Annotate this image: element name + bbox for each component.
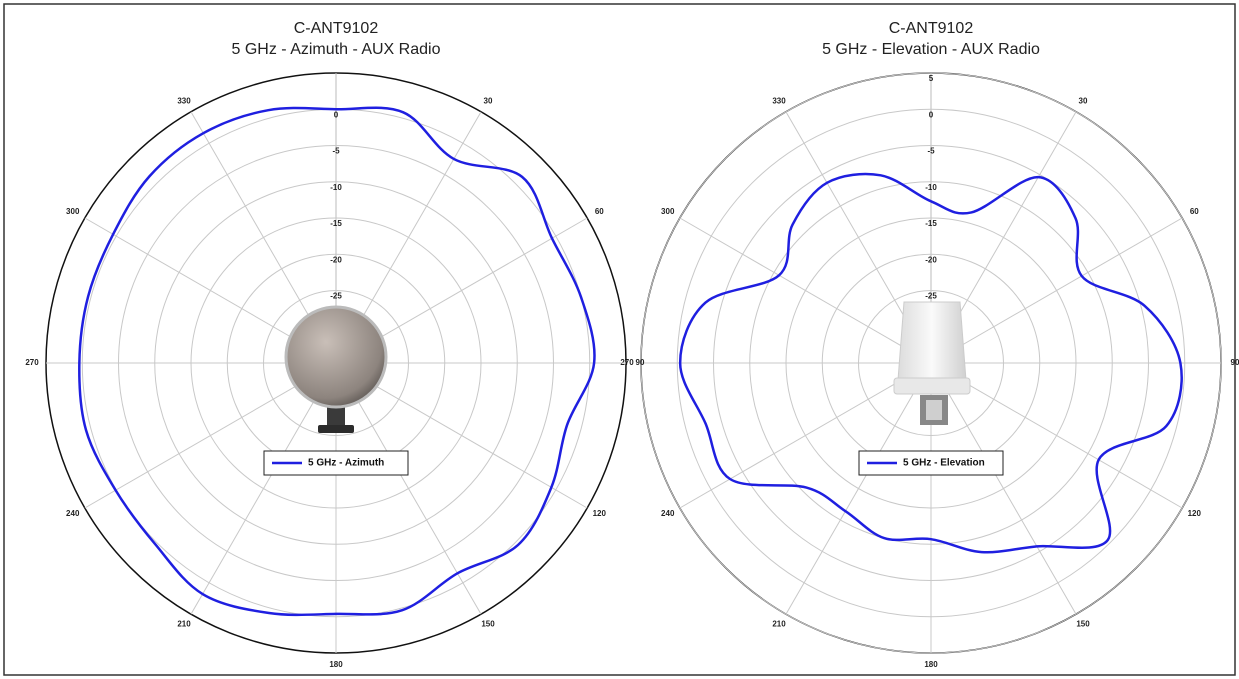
r-tick-label: 5 xyxy=(929,74,934,83)
chart-subtitle: 5 GHz - Azimuth - AUX Radio xyxy=(232,41,441,58)
theta-tick-label: 30 xyxy=(484,97,493,106)
r-tick-label: 0 xyxy=(334,110,339,119)
theta-tick-label: 60 xyxy=(595,207,604,216)
theta-tick-label: 330 xyxy=(772,97,786,106)
spoke xyxy=(335,362,588,509)
r-tick-label: -20 xyxy=(925,255,937,264)
legend-label: 5 GHz - Azimuth xyxy=(308,458,384,469)
r-tick-label: 0 xyxy=(929,110,934,119)
r-tick-label: -15 xyxy=(330,219,342,228)
theta-tick-label: 270 xyxy=(25,358,39,367)
spoke xyxy=(679,362,932,509)
theta-tick-label: 150 xyxy=(481,620,495,629)
theta-tick-label: 90 xyxy=(636,358,645,367)
r-tick-label: -25 xyxy=(925,292,937,301)
r-tick-label: -15 xyxy=(925,219,937,228)
theta-tick-label: 180 xyxy=(329,660,343,669)
r-tick-label: -10 xyxy=(925,183,937,192)
theta-tick-label: 210 xyxy=(177,620,191,629)
spoke xyxy=(84,362,337,509)
r-tick-label: -10 xyxy=(330,183,342,192)
spoke xyxy=(679,217,932,364)
theta-tick-label: 210 xyxy=(772,620,786,629)
r-tick-label: -5 xyxy=(332,147,340,156)
theta-tick-label: 120 xyxy=(593,509,607,518)
theta-tick-label: 150 xyxy=(1076,620,1090,629)
spoke xyxy=(930,362,1077,615)
theta-tick-label: 180 xyxy=(924,660,938,669)
theta-tick-label: 60 xyxy=(1190,207,1199,216)
chart-title: C-ANT9102 xyxy=(889,20,974,37)
theta-tick-label: 240 xyxy=(66,509,80,518)
theta-tick-label: 300 xyxy=(661,207,675,216)
theta-tick-label: 120 xyxy=(1188,509,1202,518)
theta-tick-label: 300 xyxy=(66,207,80,216)
theta-tick-label: 330 xyxy=(177,97,191,106)
r-tick-label: -5 xyxy=(927,147,935,156)
spoke xyxy=(785,362,932,615)
spoke xyxy=(930,217,1183,364)
series-line xyxy=(678,172,1183,554)
r-tick-label: -25 xyxy=(330,292,342,301)
chart-subtitle: 5 GHz - Elevation - AUX Radio xyxy=(822,41,1040,58)
spoke xyxy=(190,362,337,615)
antenna-image xyxy=(284,305,388,433)
frame xyxy=(3,3,1236,676)
chart-title: C-ANT9102 xyxy=(294,20,379,37)
legend-label: 5 GHz - Elevation xyxy=(903,458,985,469)
series-line xyxy=(78,106,596,617)
spoke xyxy=(930,362,1183,509)
antenna-image xyxy=(893,301,971,425)
r-tick-label: -20 xyxy=(330,255,342,264)
theta-tick-label: 30 xyxy=(1079,97,1088,106)
theta-tick-label: 240 xyxy=(661,509,675,518)
theta-tick-label: 270 xyxy=(620,358,634,367)
